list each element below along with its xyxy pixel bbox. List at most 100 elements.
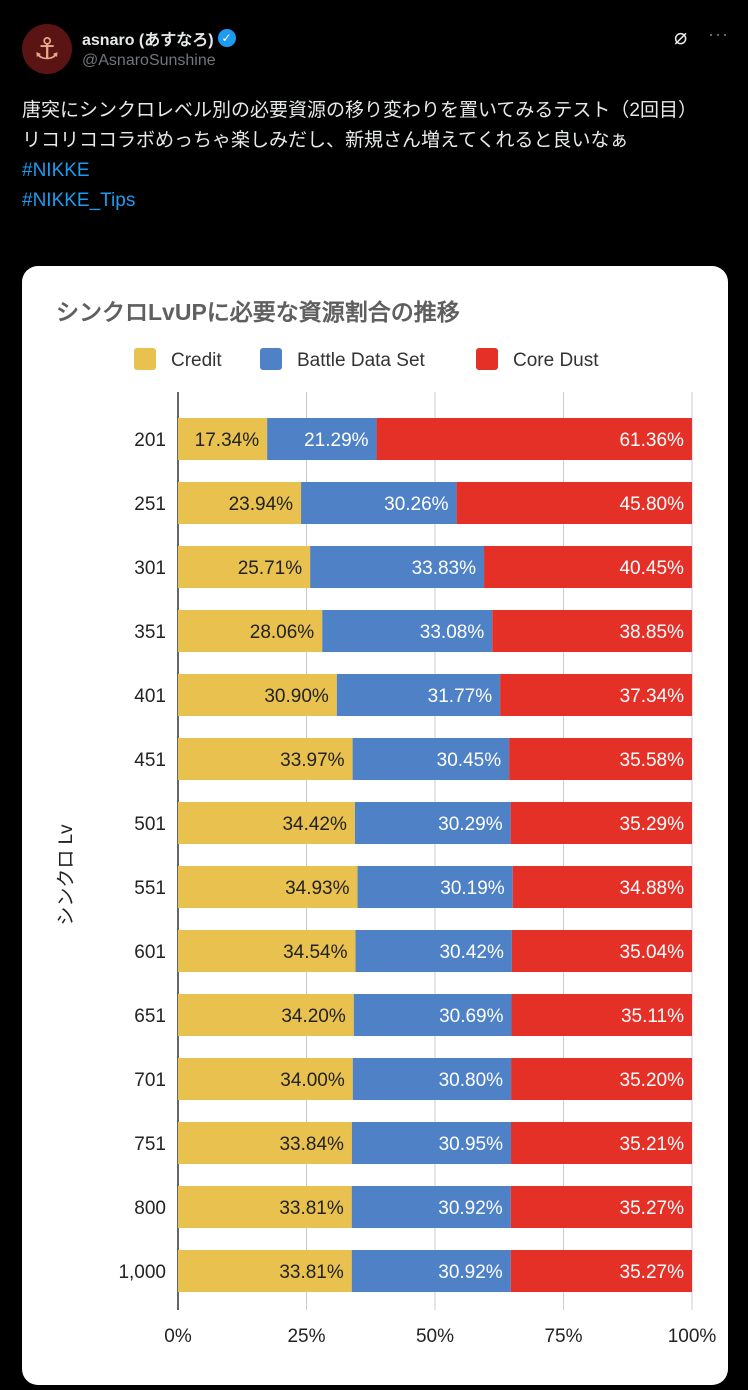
bar-segment xyxy=(178,1250,352,1292)
data-label: 35.21% xyxy=(620,1134,685,1155)
avatar[interactable]: ⚓ xyxy=(22,24,72,74)
bar-segment xyxy=(267,418,377,460)
category-label: 351 xyxy=(134,622,166,643)
bar-segment xyxy=(492,610,692,652)
bar-segment xyxy=(510,1186,692,1228)
bar-segment xyxy=(178,930,356,972)
hashtag-link[interactable]: #NIKKE_Tips xyxy=(22,190,136,211)
data-label: 31.77% xyxy=(428,686,493,707)
bar-segment xyxy=(178,418,268,460)
data-label: 17.34% xyxy=(195,430,260,451)
bar-segment xyxy=(178,1058,353,1100)
legend-label: Credit xyxy=(171,350,222,371)
data-label: 30.92% xyxy=(438,1198,503,1219)
bar-segment xyxy=(510,1250,692,1292)
data-label: 35.27% xyxy=(620,1198,685,1219)
bar-segment xyxy=(512,866,692,908)
data-label: 30.80% xyxy=(439,1070,504,1091)
bar-segment xyxy=(178,546,311,588)
category-label: 651 xyxy=(134,1006,166,1027)
bar-segment xyxy=(351,1122,512,1164)
data-label: 30.92% xyxy=(438,1262,503,1283)
bar-segment xyxy=(178,1122,352,1164)
bar-segment xyxy=(310,546,485,588)
category-label: 501 xyxy=(134,814,166,835)
data-label: 33.81% xyxy=(279,1198,344,1219)
tweet-text-line: 唐突にシンクロレベル別の必要資源の移り変わりを置いてみるテスト（2回目） xyxy=(22,100,697,121)
more-options-icon[interactable]: ··· xyxy=(708,24,729,44)
bar-segment xyxy=(178,610,323,652)
x-tick-label: 25% xyxy=(287,1326,325,1347)
bar-segment xyxy=(376,418,692,460)
author-handle[interactable]: @AsnaroSunshine xyxy=(82,52,216,69)
y-axis-title: シンクロ Lv xyxy=(55,824,77,926)
data-label: 35.04% xyxy=(620,942,685,963)
bar-segment xyxy=(336,674,501,716)
category-label: 800 xyxy=(134,1198,166,1219)
bar-segment xyxy=(352,1058,512,1100)
data-label: 30.69% xyxy=(439,1006,504,1027)
data-label: 34.93% xyxy=(285,878,350,899)
bar-segment xyxy=(178,1186,352,1228)
category-label: 1,000 xyxy=(118,1262,166,1283)
x-tick-label: 50% xyxy=(416,1326,454,1347)
bar-segment xyxy=(353,994,512,1036)
bar-segment xyxy=(178,674,337,716)
data-label: 37.34% xyxy=(620,686,685,707)
data-label: 40.45% xyxy=(619,558,684,579)
bar-segment xyxy=(322,610,493,652)
x-tick-label: 100% xyxy=(668,1326,717,1347)
data-label: 61.36% xyxy=(619,430,684,451)
data-label: 33.83% xyxy=(412,558,477,579)
bar-segment xyxy=(301,482,457,524)
data-label: 34.42% xyxy=(282,814,347,835)
x-tick-label: 0% xyxy=(164,1326,192,1347)
data-label: 45.80% xyxy=(620,494,685,515)
bar-segment xyxy=(511,1122,692,1164)
data-label: 34.20% xyxy=(281,1006,346,1027)
bar-segment xyxy=(178,866,358,908)
legend-swatch xyxy=(476,348,498,370)
category-label: 251 xyxy=(134,494,166,515)
bar-segment xyxy=(500,674,693,716)
bar-segment xyxy=(178,994,354,1036)
category-label: 551 xyxy=(134,878,166,899)
bar-segment xyxy=(511,994,692,1036)
bar-segment xyxy=(354,802,511,844)
data-label: 35.58% xyxy=(620,750,685,771)
grok-icon[interactable]: ⌀ xyxy=(674,24,688,49)
category-label: 751 xyxy=(134,1134,166,1155)
bar-segment xyxy=(355,930,512,972)
bar-segment xyxy=(351,1186,511,1228)
legend-label: Core Dust xyxy=(513,350,599,371)
anchor-icon: ⚓ xyxy=(33,32,61,66)
data-label: 30.42% xyxy=(439,942,504,963)
data-label: 35.29% xyxy=(620,814,685,835)
data-label: 34.54% xyxy=(283,942,348,963)
data-label: 21.29% xyxy=(304,430,369,451)
chart-image[interactable]: シンクロLvUPに必要な資源割合の推移 Credit Battle Data Set… xyxy=(22,266,728,1385)
author-name[interactable]: asnaro (あすなろ) ✓ xyxy=(82,26,236,50)
data-label: 23.94% xyxy=(229,494,294,515)
data-label: 28.06% xyxy=(250,622,315,643)
bar-segment xyxy=(351,1250,511,1292)
data-label: 35.11% xyxy=(621,1006,684,1027)
bar-segment xyxy=(352,738,510,780)
legend-swatch xyxy=(134,348,156,370)
bar-segment xyxy=(510,802,692,844)
category-label: 301 xyxy=(134,558,166,579)
x-tick-label: 75% xyxy=(544,1326,582,1347)
bar-segment xyxy=(357,866,513,908)
hashtag-link[interactable]: #NIKKE xyxy=(22,160,90,181)
bar-segment xyxy=(178,802,355,844)
data-label: 30.95% xyxy=(439,1134,504,1155)
data-label: 33.84% xyxy=(279,1134,344,1155)
data-label: 34.88% xyxy=(620,878,685,899)
data-label: 30.29% xyxy=(438,814,503,835)
data-label: 35.20% xyxy=(620,1070,685,1091)
data-label: 33.81% xyxy=(279,1262,344,1283)
data-label: 30.90% xyxy=(264,686,329,707)
data-label: 30.26% xyxy=(384,494,449,515)
legend-swatch xyxy=(260,348,282,370)
data-label: 38.85% xyxy=(619,622,684,643)
